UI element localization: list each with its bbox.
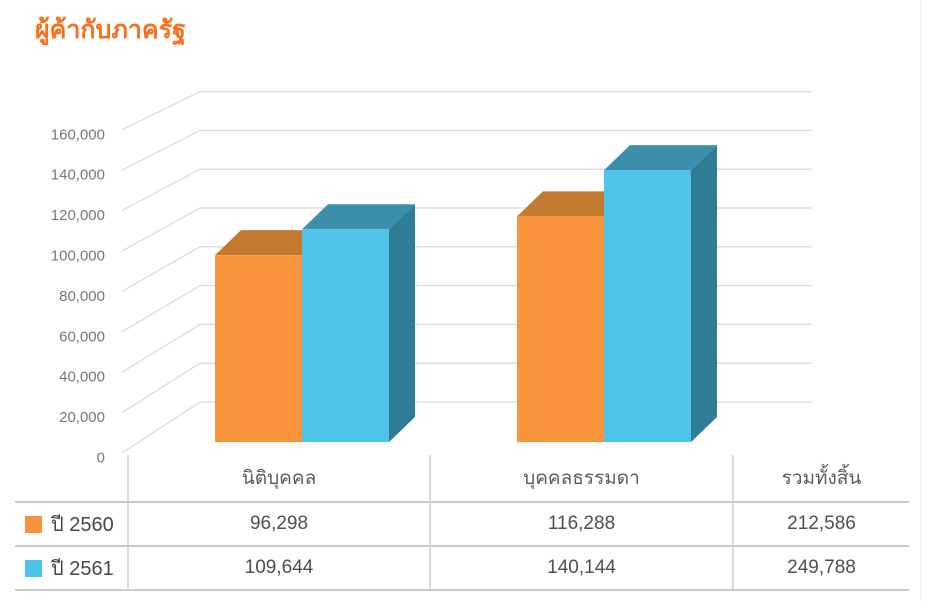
legend-label-2561: ปี 2561 (51, 558, 114, 580)
bar-2560-front (517, 216, 604, 442)
page-title: ผู้ค้ากับภาครัฐ (35, 16, 186, 44)
bar-2561-side (389, 204, 415, 442)
gridline (121, 129, 812, 171)
y-axis-labels: 020,00040,00060,00080,000100,000120,0001… (51, 126, 105, 466)
cell-2561-total: 249,788 (732, 546, 909, 591)
bar-2561-side (691, 145, 717, 442)
y-tick-label: 160,000 (51, 126, 105, 143)
cell-2561-individual: 140,144 (429, 546, 733, 591)
bar-group-1 (517, 145, 717, 442)
y-tick-label: 60,000 (59, 328, 105, 345)
y-tick-label: 40,000 (59, 369, 105, 386)
column-header-individual: บุคคลธรรมดา (429, 455, 733, 503)
cell-2561-juristic: 109,644 (127, 546, 430, 591)
column-header-juristic: นิติบุคคล (127, 455, 430, 503)
table-header-row: นิติบุคคล บุคคลธรรมดา รวมทั้งสิ้น (15, 455, 909, 503)
cell-2560-juristic: 96,298 (127, 502, 430, 547)
y-tick-label: 20,000 (59, 409, 105, 426)
cell-2560-total: 212,586 (732, 502, 909, 547)
bar-2560-front (215, 255, 302, 442)
legend-swatch-2561-icon (25, 559, 42, 577)
y-tick-label: 140,000 (51, 167, 105, 184)
bar-2561-top (604, 145, 717, 171)
cell-2560-individual: 116,288 (429, 502, 733, 547)
legend-cell-2561: ปี 2561 (15, 546, 128, 591)
legend-swatch-2560-icon (25, 515, 42, 533)
page-right-divider (920, 0, 921, 601)
legend-label-2560: ปี 2560 (51, 514, 114, 536)
legend-cell-2560: ปี 2560 (15, 502, 128, 547)
bar-group-0 (215, 204, 415, 442)
bar-2560-top (517, 191, 630, 217)
table-row-2561: ปี 2561 109,644 140,144 249,788 (15, 546, 909, 591)
data-table: นิติบุคคล บุคคลธรรมดา รวมทั้งสิ้น ปี 256… (15, 455, 909, 591)
y-tick-label: 120,000 (51, 207, 105, 224)
bar-2561-top (302, 204, 415, 230)
column-header-total: รวมทั้งสิ้น (732, 455, 909, 503)
table-corner-cell (15, 455, 128, 503)
y-tick-label: 80,000 (59, 288, 105, 305)
bar-2561-front (302, 229, 389, 442)
bar-2561-front (604, 170, 691, 442)
bar-2560-top (215, 230, 328, 256)
table-row-2560: ปี 2560 96,298 116,288 212,586 (15, 502, 909, 547)
gridline (121, 90, 812, 131)
y-tick-label: 100,000 (51, 248, 105, 265)
